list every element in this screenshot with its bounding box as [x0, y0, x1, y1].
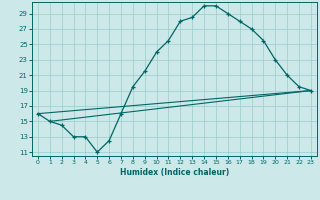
- X-axis label: Humidex (Indice chaleur): Humidex (Indice chaleur): [120, 168, 229, 177]
